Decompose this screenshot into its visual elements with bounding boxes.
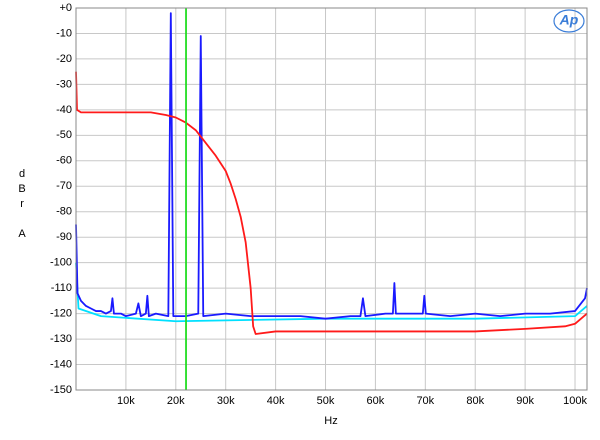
y-axis-label: dBr A xyxy=(16,168,28,243)
y-tick-label: +0 xyxy=(59,2,72,14)
x-tick-label: 90k xyxy=(516,395,534,407)
y-tick-label: -110 xyxy=(51,282,72,294)
y-tick-label: -120 xyxy=(50,308,72,320)
y-tick-label: -130 xyxy=(50,333,72,345)
y-tick-label: -60 xyxy=(56,155,72,167)
x-tick-label: 50k xyxy=(317,395,335,407)
x-axis-label: Hz xyxy=(324,415,337,427)
x-tick-label: 100k xyxy=(563,395,587,407)
x-tick-label: 80k xyxy=(466,395,484,407)
y-tick-label: -70 xyxy=(56,180,72,192)
trace xyxy=(75,12,588,320)
trace xyxy=(75,262,588,323)
y-tick-label: -100 xyxy=(50,257,72,269)
plot-frame xyxy=(75,7,588,391)
y-tick-label: -20 xyxy=(56,53,72,65)
x-tick-label: 60k xyxy=(367,395,385,407)
x-tick-label: 30k xyxy=(217,395,235,407)
y-tick-label: -40 xyxy=(56,104,72,116)
x-tick-label: 10k xyxy=(117,395,135,407)
x-tick-label: 70k xyxy=(416,395,434,407)
y-tick-label: -150 xyxy=(50,384,72,396)
logo-ring xyxy=(553,9,585,33)
grid xyxy=(76,7,587,391)
x-tick-label: 20k xyxy=(167,395,185,407)
x-tick-label: 40k xyxy=(267,395,285,407)
y-tick-label: -10 xyxy=(56,27,72,39)
traces xyxy=(75,8,588,390)
trace xyxy=(75,71,588,335)
logo: Ap xyxy=(559,12,579,28)
plot-area xyxy=(76,8,587,390)
y-tick-label: -140 xyxy=(50,358,72,370)
y-tick-label: -50 xyxy=(56,129,72,141)
y-tick-label: -90 xyxy=(56,231,72,243)
y-tick-label: -30 xyxy=(56,78,72,90)
y-tick-label: -80 xyxy=(56,206,72,218)
